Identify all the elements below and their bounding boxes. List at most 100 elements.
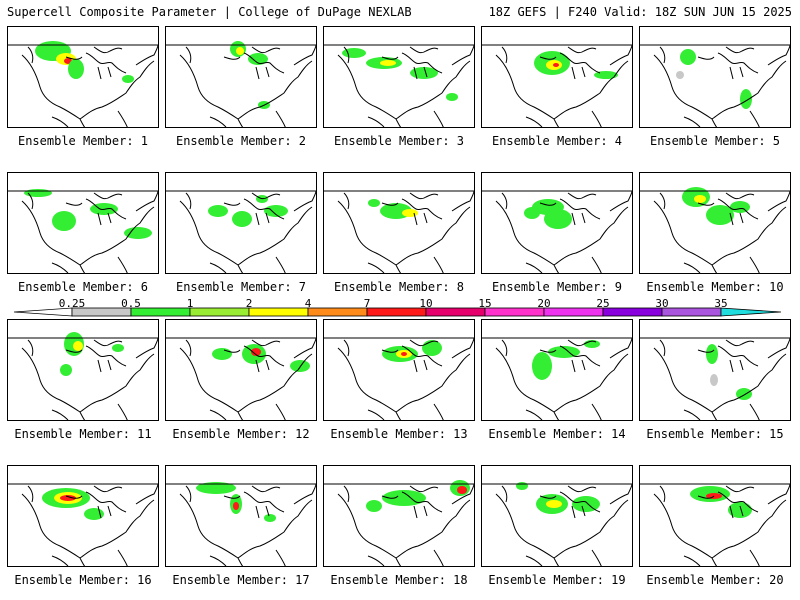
ensemble-member-map-18 [323,465,475,567]
coastline-borders [324,483,474,566]
coastline-borders [482,483,632,566]
coastline-borders [8,483,158,566]
ensemble-member-label: Ensemble Member: 5 [649,134,781,148]
ensemble-member-map-2 [165,26,317,128]
ensemble-member-label: Ensemble Member: 6 [17,280,149,294]
parameter-fill [42,488,104,520]
page-title: Supercell Composite Parameter | College … [7,5,412,19]
ensemble-member-label: Ensemble Member: 12 [172,427,310,441]
parameter-fill [35,41,134,83]
colorbar-high-arrow [720,307,782,317]
ensemble-member-label: Ensemble Member: 16 [14,573,152,587]
coastline-borders [640,44,790,127]
coastline-borders [324,337,474,420]
ensemble-member-label: Ensemble Member: 15 [646,427,784,441]
ensemble-member-label: Ensemble Member: 8 [333,280,465,294]
ensemble-member-label: Ensemble Member: 11 [14,427,152,441]
parameter-fill [534,51,618,79]
coastline-borders [482,44,632,127]
colorbar-tick-label: 15 [478,297,492,310]
ensemble-member-label: Ensemble Member: 1 [17,134,149,148]
ensemble-member-label: Ensemble Member: 13 [330,427,468,441]
parameter-fill [676,49,752,109]
ensemble-member-map-17 [165,465,317,567]
coastline-borders [324,44,474,127]
colorbar-tick-label: 10 [419,297,433,310]
parameter-fill [366,480,470,512]
coastline-borders [640,337,790,420]
ensemble-member-map-7 [165,172,317,274]
colorbar-tick-label: 0.25 [58,297,86,310]
colorbar-tick-label: 1 [186,297,194,310]
ensemble-member-label: Ensemble Member: 20 [646,573,784,587]
colorbar-segment [484,307,545,317]
ensemble-member-label: Ensemble Member: 3 [333,134,465,148]
coastline-borders [166,190,316,273]
coastline-borders [640,190,790,273]
colorbar-tick-label: 20 [537,297,551,310]
color-scale-bar [13,307,782,317]
coastline-borders [324,190,474,273]
colorbar-tick-label: 0.5 [121,297,141,310]
parameter-fill [230,41,270,109]
ensemble-member-label: Ensemble Member: 4 [491,134,623,148]
ensemble-member-map-13 [323,319,475,421]
colorbar-tick-label: 25 [596,297,610,310]
ensemble-member-label: Ensemble Member: 10 [646,280,784,294]
coastline-borders [166,337,316,420]
colorbar-tick-label: 35 [714,297,728,310]
colorbar-segment [543,307,604,317]
colorbar-segment [189,307,250,317]
colorbar-tick-label: 4 [304,297,312,310]
colorbar-segment [602,307,663,317]
ensemble-member-label: Ensemble Member: 19 [488,573,626,587]
ensemble-member-map-15 [639,319,791,421]
ensemble-member-label: Ensemble Member: 9 [491,280,623,294]
colorbar-segment [661,307,722,317]
coastline-borders [640,483,790,566]
ensemble-member-label: Ensemble Member: 7 [175,280,307,294]
coastline-borders [166,483,316,566]
ensemble-member-map-16 [7,465,159,567]
ensemble-member-map-19 [481,465,633,567]
coastline-borders [8,337,158,420]
ensemble-member-map-12 [165,319,317,421]
colorbar-segment [425,307,486,317]
coastline-borders [482,337,632,420]
ensemble-member-map-5 [639,26,791,128]
parameter-fill [60,332,124,376]
parameter-fill [212,344,310,372]
parameter-fill [342,48,458,101]
ensemble-member-map-11 [7,319,159,421]
ensemble-member-map-20 [639,465,791,567]
coastline-borders [482,190,632,273]
parameter-fill [208,195,288,227]
parameter-fill [196,482,276,522]
coastline-borders [166,44,316,127]
colorbar-segment [366,307,427,317]
parameter-fill [382,340,442,362]
run-valid-time: 18Z GEFS | F240 Valid: 18Z SUN JUN 15 20… [488,5,792,19]
ensemble-member-label: Ensemble Member: 17 [172,573,310,587]
ensemble-member-map-10 [639,172,791,274]
parameter-fill [368,199,418,219]
colorbar-tick-label: 2 [245,297,253,310]
parameter-fill [682,187,750,225]
colorbar-segment [307,307,368,317]
coastline-borders [8,190,158,273]
ensemble-member-map-8 [323,172,475,274]
colorbar-tick-label: 7 [363,297,371,310]
parameter-fill [706,344,752,400]
ensemble-member-map-1 [7,26,159,128]
ensemble-member-label: Ensemble Member: 14 [488,427,626,441]
ensemble-member-map-6 [7,172,159,274]
parameter-fill [516,482,600,514]
ensemble-member-map-14 [481,319,633,421]
parameter-fill [524,199,572,229]
ensemble-member-map-4 [481,26,633,128]
ensemble-member-map-9 [481,172,633,274]
ensemble-member-label: Ensemble Member: 18 [330,573,468,587]
colorbar-tick-label: 30 [655,297,669,310]
ensemble-member-label: Ensemble Member: 2 [175,134,307,148]
colorbar-segment [248,307,309,317]
